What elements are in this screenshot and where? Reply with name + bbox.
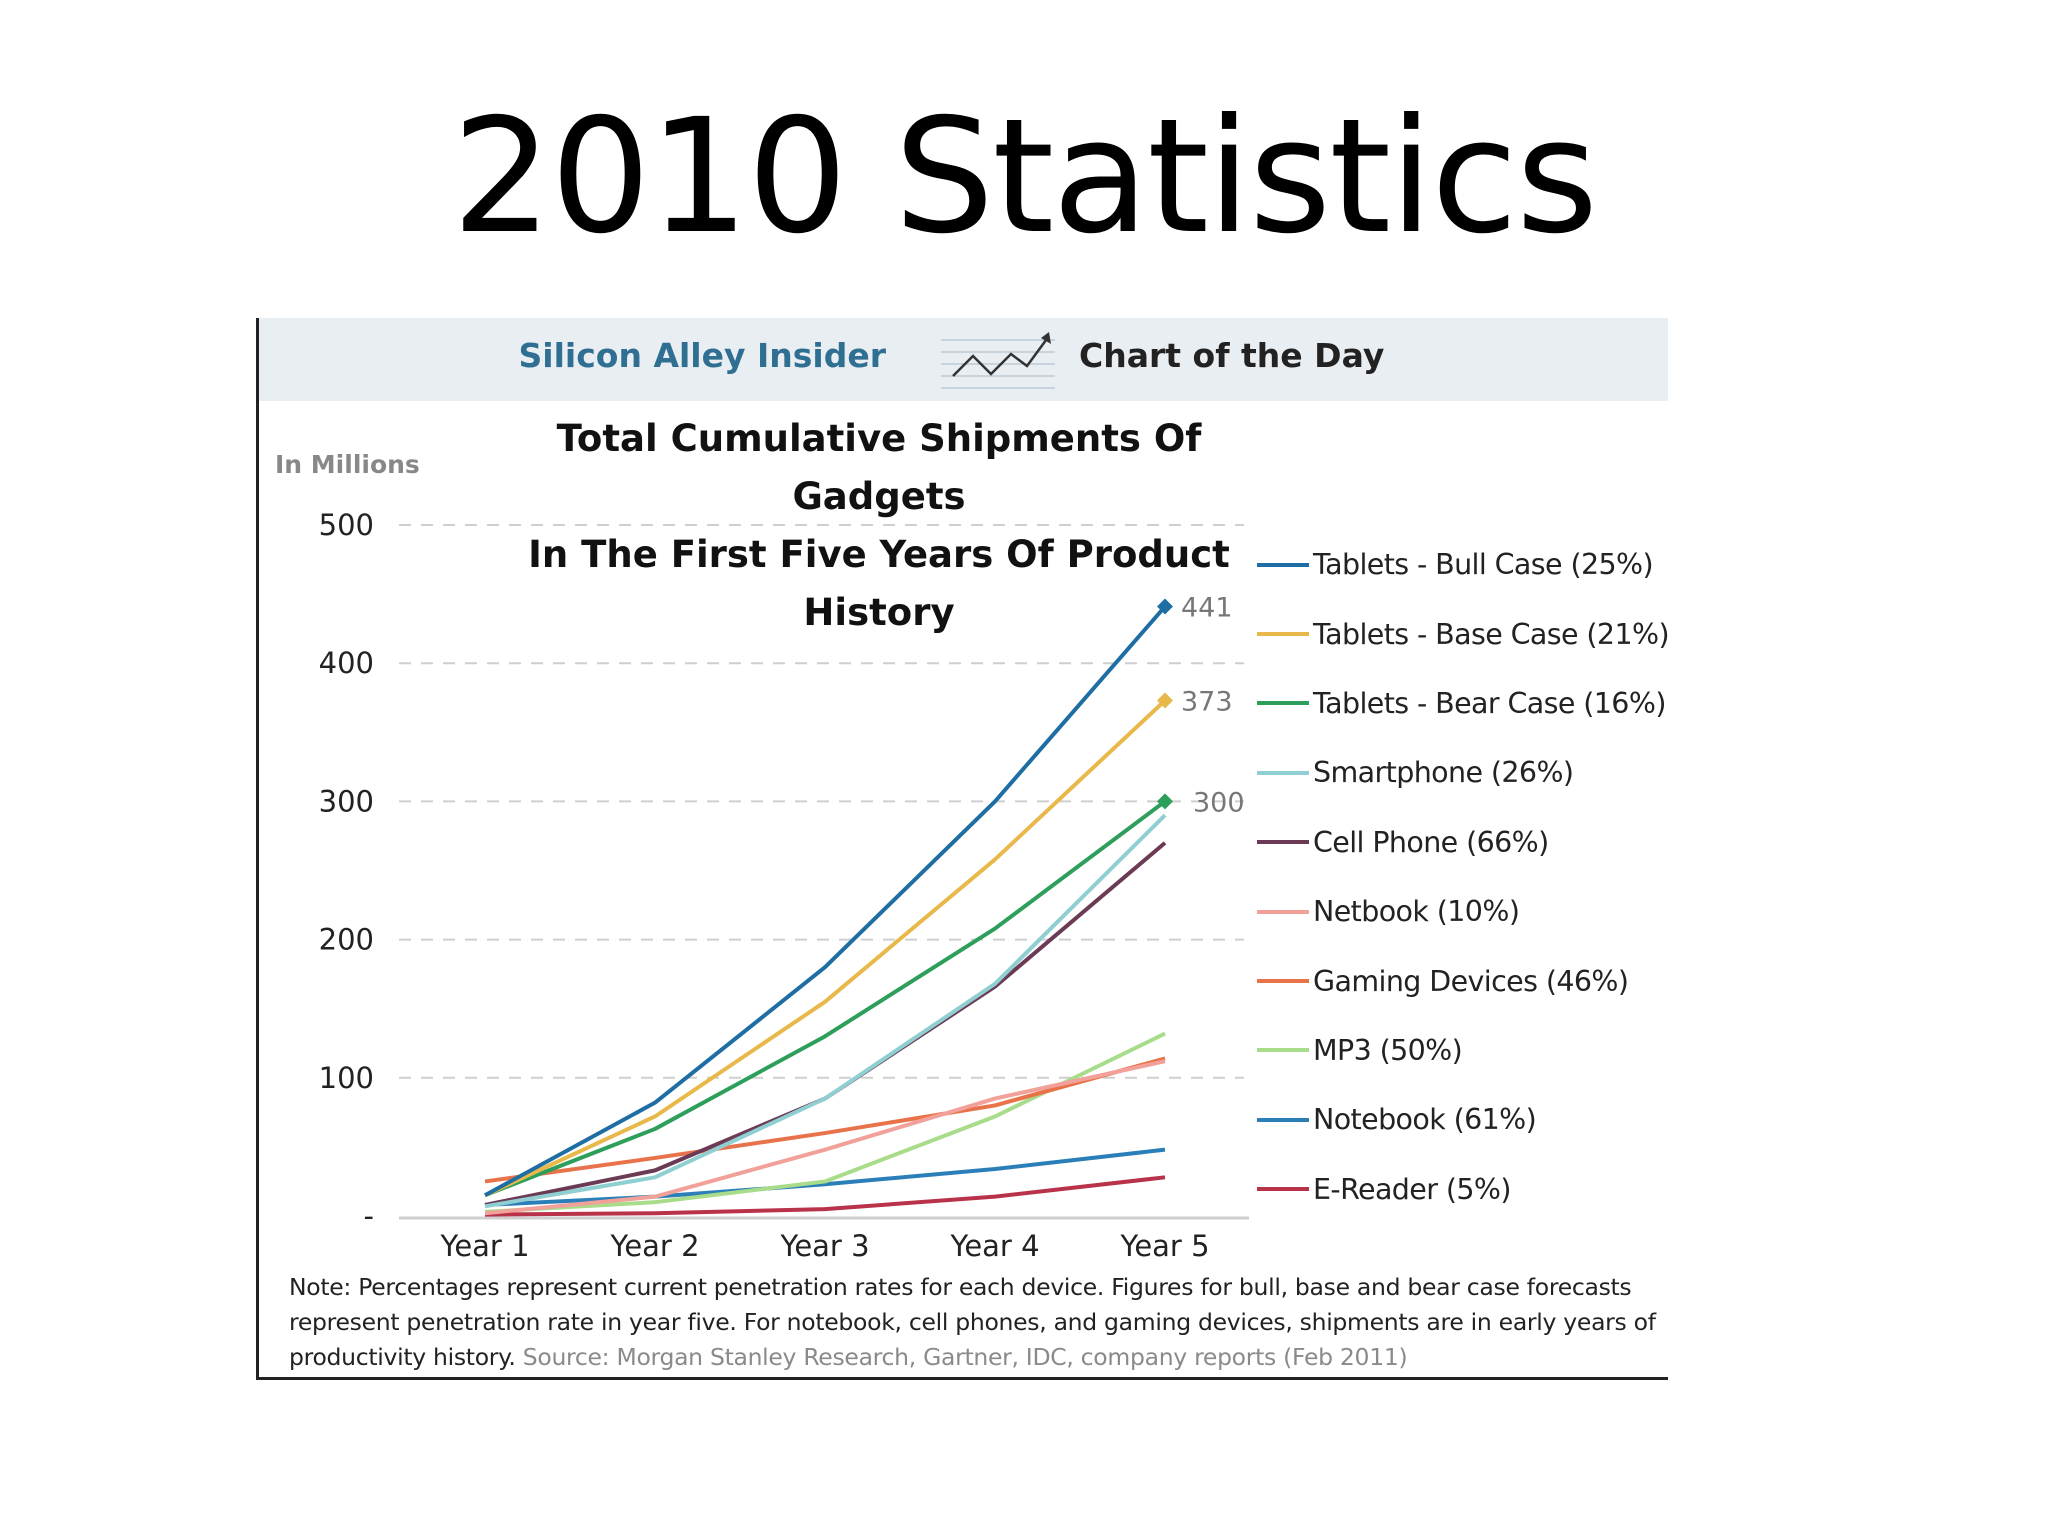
series-line (484, 799, 1167, 1198)
legend-swatch (1257, 701, 1309, 706)
chart-title-line1: Total Cumulative Shipments Of Gadgets (556, 417, 1202, 518)
legend-item: Tablets - Bull Case (25%) (1257, 530, 1669, 599)
legend-label: Tablets - Base Case (21%) (1313, 617, 1670, 651)
series-end-label: 300 (1193, 787, 1245, 818)
y-tick-label: 200 (319, 923, 374, 957)
legend-swatch (1257, 909, 1309, 914)
legend-item: Tablets - Bear Case (16%) (1257, 669, 1669, 738)
series-end-label: 441 (1181, 593, 1233, 624)
legend-item: Tablets - Base Case (21%) (1257, 599, 1670, 668)
footnote-source: Source: Morgan Stanley Research, Gartner… (522, 1343, 1408, 1371)
series-line (484, 813, 1167, 1209)
x-tick-label: Year 4 (949, 1229, 1039, 1258)
footnote-note: Note: Percentages represent current pene… (289, 1273, 1656, 1371)
legend-label: MP3 (50%) (1313, 1033, 1463, 1067)
legend-item: Netbook (10%) (1257, 877, 1669, 946)
footnote: Note: Percentages represent current pene… (289, 1270, 1659, 1375)
legend-item: Cell Phone (66%) (1257, 808, 1669, 877)
legend-label: Netbook (10%) (1313, 895, 1520, 929)
x-tick-label: Year 1 (439, 1229, 529, 1258)
legend-item: MP3 (50%) (1257, 1016, 1669, 1085)
series-line (484, 1175, 1166, 1217)
units-label: In Millions (275, 450, 420, 479)
legend-label: Gaming Devices (46%) (1313, 964, 1629, 998)
series-end-marker (1157, 793, 1173, 810)
x-tick-label: Year 5 (1119, 1229, 1209, 1258)
legend-swatch (1257, 1117, 1309, 1122)
series-line (484, 1147, 1166, 1207)
header-brand: Silicon Alley Insider (518, 336, 886, 375)
legend-item: E-Reader (5%) (1257, 1155, 1669, 1224)
legend-label: Notebook (61%) (1313, 1103, 1537, 1137)
slide-title: 2010 Statistics (451, 85, 1599, 269)
legend: Tablets - Bull Case (25%) Tablets - Base … (1257, 530, 1670, 1224)
series-end-label: 373 (1181, 687, 1233, 718)
legend-swatch (1257, 840, 1309, 845)
line-chart-plot: - 100 200 300 400 500 Year 1 Year 2 Year 3 Year 4… (319, 508, 1249, 1258)
legend-item: Gaming Devices (46%) (1257, 946, 1669, 1015)
x-tick-label: Year 3 (779, 1229, 869, 1258)
legend-label: Tablets - Bull Case (25%) (1313, 548, 1654, 582)
series-line (484, 1059, 1166, 1216)
trend-arrow-icon (941, 332, 1055, 389)
series-end-marker (1157, 692, 1173, 709)
legend-label: Smartphone (26%) (1313, 756, 1574, 790)
chart-frame: Silicon Alley Insider Chart of the Day T… (256, 318, 1670, 1380)
legend-label: E-Reader (5%) (1313, 1172, 1511, 1206)
series-line (484, 699, 1167, 1198)
legend-label: Cell Phone (66%) (1313, 825, 1549, 859)
legend-swatch (1257, 1187, 1309, 1192)
header-chart-of-the-day: Chart of the Day (1079, 336, 1385, 375)
x-tick-label: Year 2 (609, 1229, 699, 1258)
series-line (484, 605, 1167, 1198)
y-tick-label: 500 (319, 508, 374, 542)
chart-title-line2: In The First Five Years Of Product Histo… (528, 533, 1230, 634)
legend-swatch (1257, 562, 1309, 567)
legend-swatch (1257, 1048, 1309, 1053)
legend-swatch (1257, 632, 1309, 637)
y-tick-label: 300 (319, 784, 374, 818)
series-end-marker (1157, 598, 1173, 615)
legend-swatch (1257, 770, 1309, 775)
y-tick-label: - (364, 1199, 374, 1233)
series-line (484, 1056, 1166, 1184)
legend-label: Tablets - Bear Case (16%) (1313, 686, 1666, 720)
legend-item: Smartphone (26%) (1257, 738, 1669, 807)
legend-item: Notebook (61%) (1257, 1085, 1669, 1154)
chart-title: Total Cumulative Shipments Of Gadgets In… (499, 410, 1259, 642)
legend-swatch (1257, 979, 1309, 984)
y-tick-label: 100 (319, 1061, 374, 1095)
chart-header: Silicon Alley Insider Chart of the Day (259, 318, 1668, 401)
y-tick-label: 400 (319, 646, 374, 680)
